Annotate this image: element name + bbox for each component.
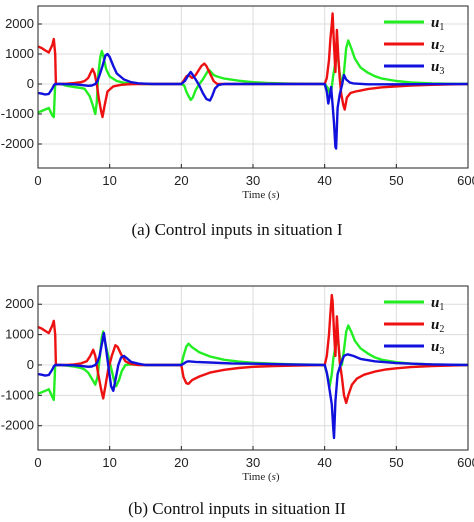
y-tick-label: 2000: [5, 16, 34, 31]
x-tick-label: 600: [457, 455, 474, 470]
y-tick-label: -2000: [1, 136, 34, 151]
x-tick-label: 600: [457, 173, 474, 188]
y-tick-label: 1000: [5, 46, 34, 61]
series-line-u1: [37, 324, 469, 402]
x-tick-label: 40: [317, 455, 331, 470]
y-tick-label: 0: [27, 76, 34, 91]
x-tick-label: 0: [34, 455, 41, 470]
x-tick-label: 0: [34, 173, 41, 188]
x-tick-label: 40: [317, 173, 331, 188]
x-tick-label: 30: [246, 173, 260, 188]
x-axis-label: Time (s): [242, 189, 280, 201]
legend-label-u1: u1: [431, 15, 444, 33]
series-line-u3: [37, 52, 469, 150]
x-tick-label: 20: [174, 173, 188, 188]
y-tick-label: 1000: [5, 327, 34, 342]
series-line-u1: [37, 39, 469, 119]
x-axis-label: Time (s): [242, 471, 280, 483]
series-line-u2: [37, 12, 469, 119]
y-tick-label: -2000: [1, 418, 34, 433]
series-line-u3: [37, 331, 469, 440]
figure-caption: (b) Control inputs in situation II: [128, 499, 346, 518]
legend-label-u1: u1: [431, 295, 444, 313]
y-tick-label: 2000: [5, 296, 34, 311]
x-tick-label: 50: [389, 173, 403, 188]
x-tick-label: 10: [102, 173, 116, 188]
y-tick-label: -1000: [1, 387, 34, 402]
x-tick-label: 50: [389, 455, 403, 470]
x-tick-label: 10: [102, 455, 116, 470]
chart-panel-a: 0 10 20 30 40 50 600 2000 1000 0 -1000 -2000 Time (s…: [1, 5, 474, 239]
x-tick-label: 30: [246, 455, 260, 470]
figure-caption: (a) Control inputs in situation I: [131, 220, 342, 239]
legend-label-u2: u2: [431, 37, 444, 55]
y-tick-label: -1000: [1, 106, 34, 121]
series-line-u2: [37, 293, 469, 405]
legend-label-u3: u3: [431, 339, 444, 357]
y-tick-label: 0: [27, 357, 34, 372]
legend: u1 u2 u3: [384, 15, 444, 77]
x-tick-label: 20: [174, 455, 188, 470]
chart-panel-b: 0 10 20 30 40 50 600 2000 1000 0 -1000 -2000 Time (s…: [1, 285, 474, 518]
legend-label-u2: u2: [431, 317, 444, 335]
legend: u1 u2 u3: [384, 295, 444, 357]
legend-label-u3: u3: [431, 59, 444, 77]
